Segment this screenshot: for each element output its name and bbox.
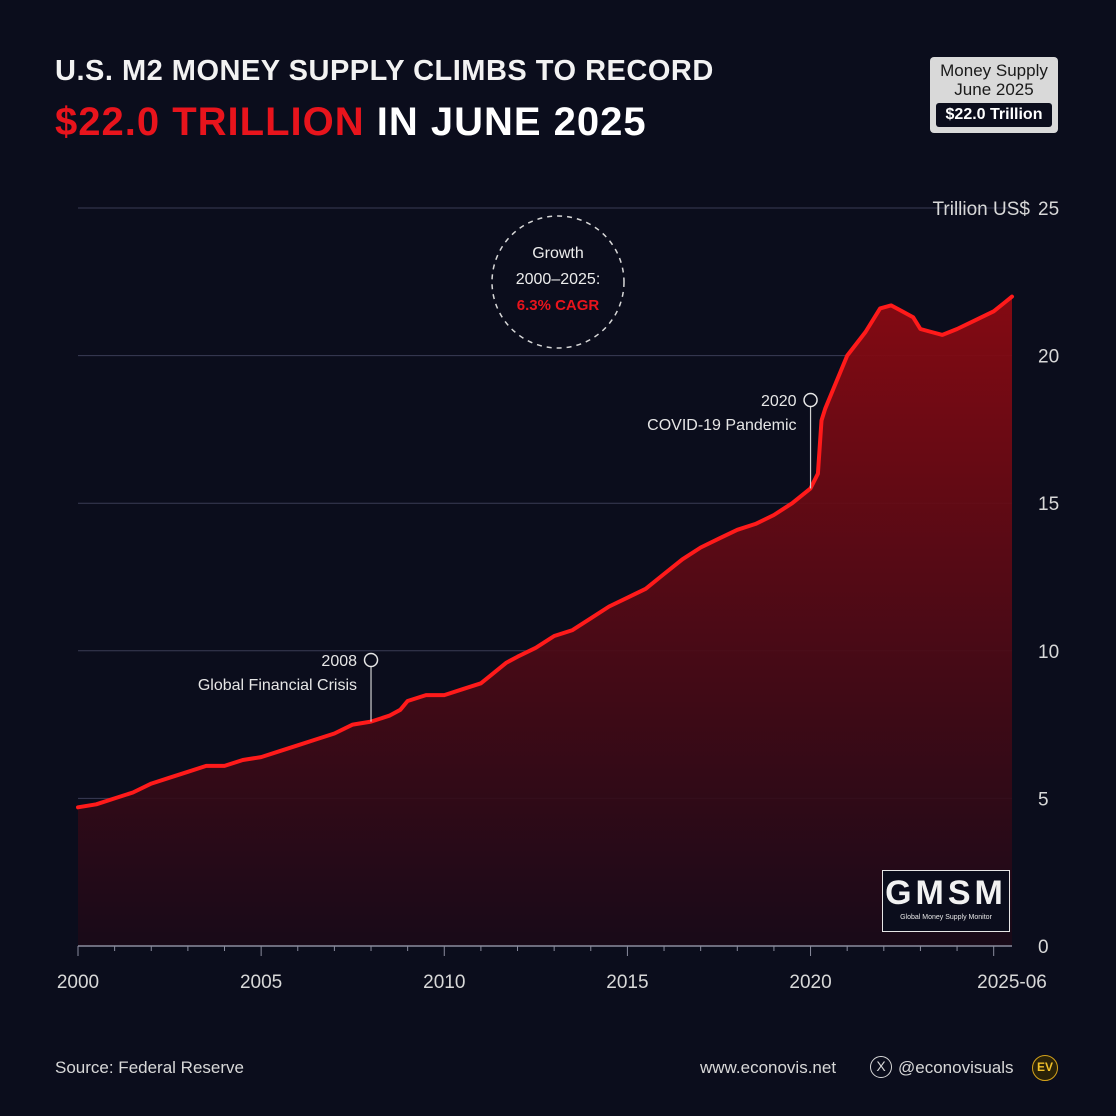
y-tick-label: 10 bbox=[1038, 642, 1059, 663]
gmsm-subtitle: Global Money Supply Monitor bbox=[900, 914, 992, 921]
x-logo-icon: X bbox=[870, 1056, 892, 1078]
annotation-year: 2008 bbox=[321, 653, 357, 670]
series-line bbox=[76, 294, 1014, 810]
area-fill bbox=[78, 296, 1012, 947]
y-tick-label: 20 bbox=[1038, 347, 1059, 368]
title-rest: IN JUNE 2025 bbox=[364, 100, 647, 144]
annotation-marker bbox=[803, 392, 818, 408]
gmsm-logo-text: GMSM bbox=[885, 874, 1007, 912]
badge-line1: Money Supply bbox=[940, 61, 1048, 80]
x-tick-label: 2010 bbox=[423, 972, 465, 993]
y-unit-label: Trillion US$ bbox=[933, 199, 1031, 220]
annotation-text: COVID-19 Pandemic bbox=[647, 417, 796, 434]
badge-line2: June 2025 bbox=[954, 80, 1034, 99]
x-tick-label: 2020 bbox=[789, 972, 831, 993]
y-tick-label: 5 bbox=[1038, 789, 1049, 810]
source-note: Source: Federal Reserve bbox=[55, 1058, 244, 1077]
y-tick-label: 25 bbox=[1038, 199, 1059, 220]
gmsm-watermark: GMSM Global Money Supply Monitor bbox=[882, 870, 1010, 932]
cagr-value: 6.3% CAGR bbox=[517, 297, 600, 314]
x-tick-label: 2015 bbox=[606, 972, 648, 993]
money-supply-badge: Money Supply June 2025 $22.0 Trillion bbox=[930, 57, 1058, 133]
badge-value: $22.0 Trillion bbox=[936, 103, 1052, 127]
x-tick-label: 2025-06 bbox=[977, 972, 1047, 993]
title-highlight: $22.0 TRILLION bbox=[55, 100, 365, 144]
cagr-line1: Growth bbox=[532, 245, 584, 262]
social-handle[interactable]: @econovisuals bbox=[898, 1058, 1014, 1077]
cagr-line2: 2000–2025: bbox=[516, 271, 601, 288]
website-link[interactable]: www.econovis.net bbox=[700, 1058, 837, 1077]
cagr-callout-circle bbox=[491, 215, 625, 349]
annotation-marker bbox=[363, 652, 379, 668]
annotation-text: Global Financial Crisis bbox=[198, 677, 357, 694]
chart-title-line2: $22.0 TRILLION IN JUNE 2025 bbox=[55, 100, 647, 145]
annotation-year: 2020 bbox=[761, 393, 797, 410]
chart-title-line1: U.S. M2 MONEY SUPPLY CLIMBS TO RECORD bbox=[55, 55, 714, 87]
y-tick-label: 15 bbox=[1038, 494, 1059, 515]
y-tick-label: 0 bbox=[1038, 937, 1049, 958]
ev-logo-icon: EV bbox=[1032, 1055, 1058, 1081]
x-tick-label: 2000 bbox=[57, 972, 99, 993]
x-tick-label: 2005 bbox=[240, 972, 282, 993]
